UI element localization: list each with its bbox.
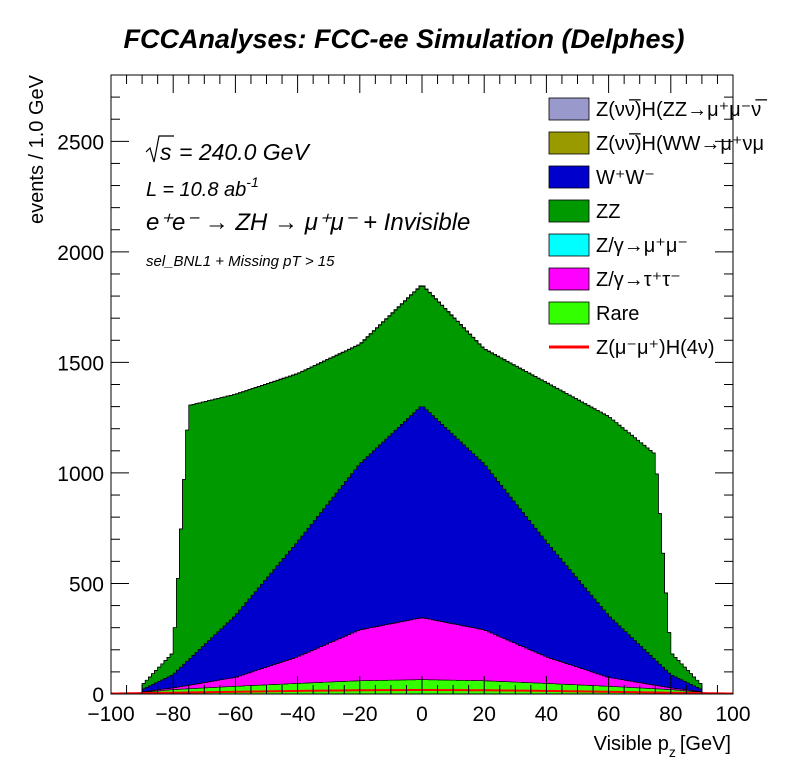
legend-swatch (548, 97, 590, 121)
x-tick-label: −20 (342, 703, 378, 726)
legend-swatch (548, 233, 590, 257)
y-tick-label: 2500 (57, 131, 104, 154)
sqrt-symbol (145, 135, 174, 163)
x-tick-label: −80 (155, 703, 191, 726)
legend-swatch (548, 199, 590, 223)
process-label: e⁺e⁻ → ZH → μ⁺μ⁻ + Invisible (146, 209, 470, 236)
legend: Z(νν̅)H(ZZ→μ⁺μ⁻ν̅ Z(νν̅)H(WW→μ⁺νμ W⁺W⁻ ZZ Z/… (548, 97, 767, 359)
x-tick-label: 100 (715, 703, 750, 726)
x-tick-label: 40 (535, 703, 558, 726)
legend-swatch (548, 301, 590, 325)
y-tick-label: 1000 (57, 463, 104, 486)
legend-label: Rare (596, 303, 639, 325)
legend-label: Z(μ⁻μ⁺)H(4ν) (596, 337, 715, 359)
y-tick-label: 1500 (57, 352, 104, 375)
x-axis-title: Visible pz [GeV] (594, 733, 731, 760)
annotations: s = 240.0 GeV L = 10.8 ab-1 e⁺e⁻ → ZH → … (145, 135, 470, 270)
x-tick-label: −40 (280, 703, 316, 726)
y-tick-label: 500 (69, 573, 104, 596)
legend-label: Z(νν̅)H(ZZ→μ⁺μ⁻ν̅ (596, 98, 767, 121)
chart-title: FCCAnalyses: FCC-ee Simulation (Delphes) (123, 24, 684, 54)
legend-swatch (548, 165, 590, 189)
legend-label: ZZ (596, 201, 620, 223)
x-tick-label: −100 (87, 703, 134, 726)
legend-label: W⁺W⁻ (596, 167, 655, 189)
selection-label: sel_BNL1 + Missing pT > 15 (146, 253, 335, 270)
x-tick-label: 0 (416, 703, 428, 726)
x-axis-ticks: −100 −80 −60 −40 −20 0 20 40 60 80 100 (87, 75, 751, 726)
legend-label: Z/γ→μ⁺μ⁻ (596, 235, 688, 257)
legend-label: Z/γ→τ⁺τ⁻ (596, 269, 681, 291)
y-tick-label: 2000 (57, 242, 104, 265)
x-tick-label: 80 (659, 703, 682, 726)
y-axis-ticks: 0 500 1000 1500 2000 2500 (57, 74, 733, 707)
legend-swatch (548, 267, 590, 291)
x-tick-label: −60 (218, 703, 254, 726)
x-tick-label: 20 (473, 703, 496, 726)
lumi-label: L = 10.8 ab-1 (146, 174, 259, 201)
sqrt-s-label: = 240.0 GeV (179, 139, 311, 165)
legend-label: Z(νν̅)H(WW→μ⁺νμ (596, 132, 764, 155)
y-tick-label: 0 (92, 684, 104, 707)
x-tick-label: 60 (597, 703, 620, 726)
sqrt-s-var: s (160, 139, 172, 165)
legend-swatch (548, 131, 590, 155)
histogram-series-6 (111, 285, 733, 695)
y-axis-title: events / 1.0 GeV (26, 74, 48, 224)
